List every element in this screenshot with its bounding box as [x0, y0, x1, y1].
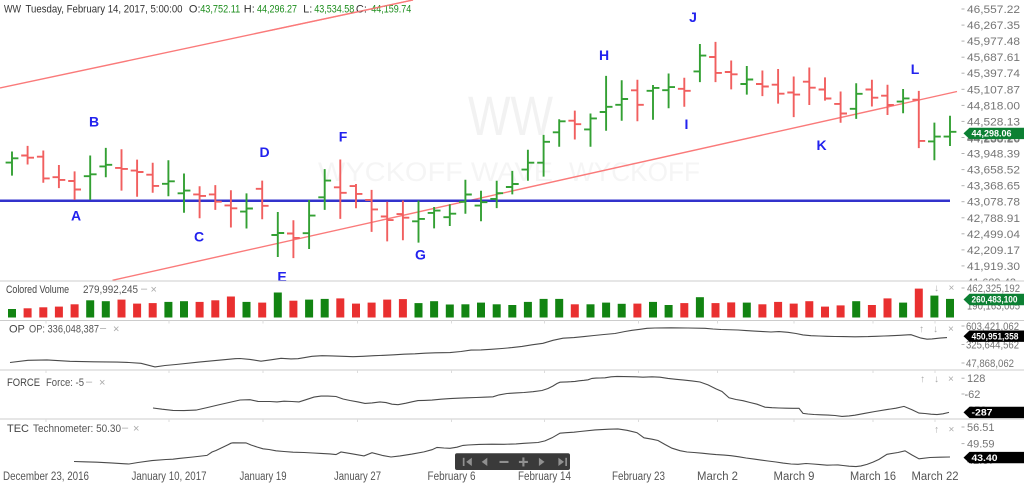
svg-text:-62: -62 [965, 389, 981, 401]
svg-text:44,296.27: 44,296.27 [257, 4, 297, 16]
svg-text:A: A [71, 208, 81, 224]
svg-text:B: B [89, 114, 99, 130]
svg-text:43,368.65: 43,368.65 [967, 181, 1020, 193]
svg-text:260,483,100: 260,483,100 [972, 295, 1018, 306]
svg-text:L:: L: [303, 4, 312, 16]
svg-text:Tuesday, February 14, 2017, 5:: Tuesday, February 14, 2017, 5:00:00 [26, 4, 183, 16]
svg-text:×: × [949, 425, 955, 436]
svg-text:WYCKOFF WAVE: WYCKOFF WAVE [318, 157, 553, 187]
svg-text:43,948.39: 43,948.39 [967, 149, 1020, 161]
svg-text:×: × [113, 324, 119, 336]
svg-text:45,687.61: 45,687.61 [967, 52, 1020, 64]
svg-text:January 27: January 27 [334, 471, 381, 483]
svg-text:43,752.11: 43,752.11 [200, 4, 240, 16]
svg-text:WW: WW [468, 84, 553, 147]
svg-text:-287: -287 [972, 408, 993, 419]
svg-text:×: × [948, 324, 954, 335]
svg-text:OP: OP [9, 324, 25, 336]
svg-text:H: H [599, 47, 609, 63]
svg-text:K: K [816, 137, 826, 153]
svg-text:43,078.78: 43,078.78 [967, 197, 1020, 209]
svg-text:41,919.30: 41,919.30 [967, 261, 1020, 273]
svg-text:42,499.04: 42,499.04 [967, 229, 1020, 241]
svg-text:325,644,562: 325,644,562 [966, 340, 1019, 352]
svg-text:December 23, 2016: December 23, 2016 [3, 471, 89, 483]
svg-text:FORCE: FORCE [7, 377, 40, 389]
svg-text:E: E [277, 268, 286, 284]
svg-text:45,397.74: 45,397.74 [967, 68, 1020, 80]
svg-text:–: – [100, 323, 107, 335]
svg-text:February 23: February 23 [612, 471, 665, 483]
svg-text:603,421,062: 603,421,062 [966, 321, 1019, 333]
svg-text:↓: ↓ [933, 324, 938, 335]
svg-text:42,788.91: 42,788.91 [967, 213, 1020, 225]
svg-text:46,557.22: 46,557.22 [967, 4, 1020, 16]
svg-text:47,868,062: 47,868,062 [966, 358, 1014, 370]
svg-text:J: J [689, 9, 697, 25]
svg-text:49.59: 49.59 [967, 439, 995, 451]
svg-text:44,298.06: 44,298.06 [972, 129, 1012, 140]
svg-text:I: I [685, 116, 689, 132]
svg-text:Colored Volume: Colored Volume [6, 284, 69, 296]
svg-text:×: × [99, 377, 105, 389]
svg-text:×: × [133, 423, 139, 435]
svg-text:44,528.13: 44,528.13 [967, 116, 1020, 128]
svg-text:43,534.58: 43,534.58 [314, 4, 354, 16]
svg-text:↓: ↓ [934, 374, 939, 385]
svg-text:–: – [122, 422, 129, 434]
svg-text:41,629.43: 41,629.43 [967, 277, 1016, 289]
svg-text:March 2: March 2 [697, 471, 738, 483]
svg-text:45,977.48: 45,977.48 [967, 36, 1020, 48]
svg-text:C:: C: [356, 4, 367, 16]
svg-text:O:: O: [189, 4, 201, 16]
svg-text:↑: ↑ [934, 425, 939, 436]
svg-text:OP: 336,048,387: OP: 336,048,387 [29, 324, 99, 336]
svg-text:–: – [141, 283, 148, 295]
svg-text:Technometer: 50.30: Technometer: 50.30 [33, 423, 121, 435]
svg-text:42,209.17: 42,209.17 [967, 245, 1020, 257]
svg-text:March 22: March 22 [912, 471, 959, 483]
svg-text:January 19: January 19 [240, 471, 287, 483]
svg-text:TEC: TEC [7, 423, 29, 435]
svg-text:462,325,192: 462,325,192 [967, 283, 1020, 295]
svg-text:D: D [259, 144, 269, 160]
svg-text:H:: H: [244, 4, 255, 16]
svg-text:279,992,245: 279,992,245 [83, 284, 138, 296]
svg-text:–: – [86, 376, 93, 388]
svg-text:×: × [948, 374, 954, 385]
svg-text:56.51: 56.51 [967, 422, 995, 434]
svg-text:↓: ↓ [934, 283, 939, 294]
svg-text:43,658.52: 43,658.52 [967, 165, 1020, 177]
svg-text:F: F [339, 129, 348, 145]
svg-text:×: × [151, 284, 157, 296]
svg-text:450,951,358: 450,951,358 [972, 331, 1019, 342]
svg-text:46,267.35: 46,267.35 [967, 20, 1020, 32]
svg-text:February 6: February 6 [428, 471, 476, 483]
svg-text:WW: WW [4, 4, 22, 16]
svg-text:↑: ↑ [919, 324, 924, 335]
svg-text:45,107.87: 45,107.87 [967, 84, 1020, 96]
svg-text:44,818.00: 44,818.00 [967, 100, 1020, 112]
svg-text:January 10, 2017: January 10, 2017 [132, 471, 207, 483]
svg-text:Force: -5: Force: -5 [46, 377, 84, 389]
svg-text:↑: ↑ [920, 374, 925, 385]
svg-text:43.40: 43.40 [972, 453, 998, 464]
svg-text:G: G [415, 247, 426, 263]
svg-text:WYCKOFF: WYCKOFF [569, 157, 700, 187]
svg-text:L: L [911, 61, 920, 77]
svg-text:128: 128 [967, 373, 985, 385]
svg-text:March 16: March 16 [850, 471, 896, 483]
svg-text:×: × [949, 283, 955, 294]
svg-text:C: C [194, 229, 204, 245]
svg-text:March 9: March 9 [774, 471, 815, 483]
svg-text:February 14: February 14 [518, 471, 572, 483]
